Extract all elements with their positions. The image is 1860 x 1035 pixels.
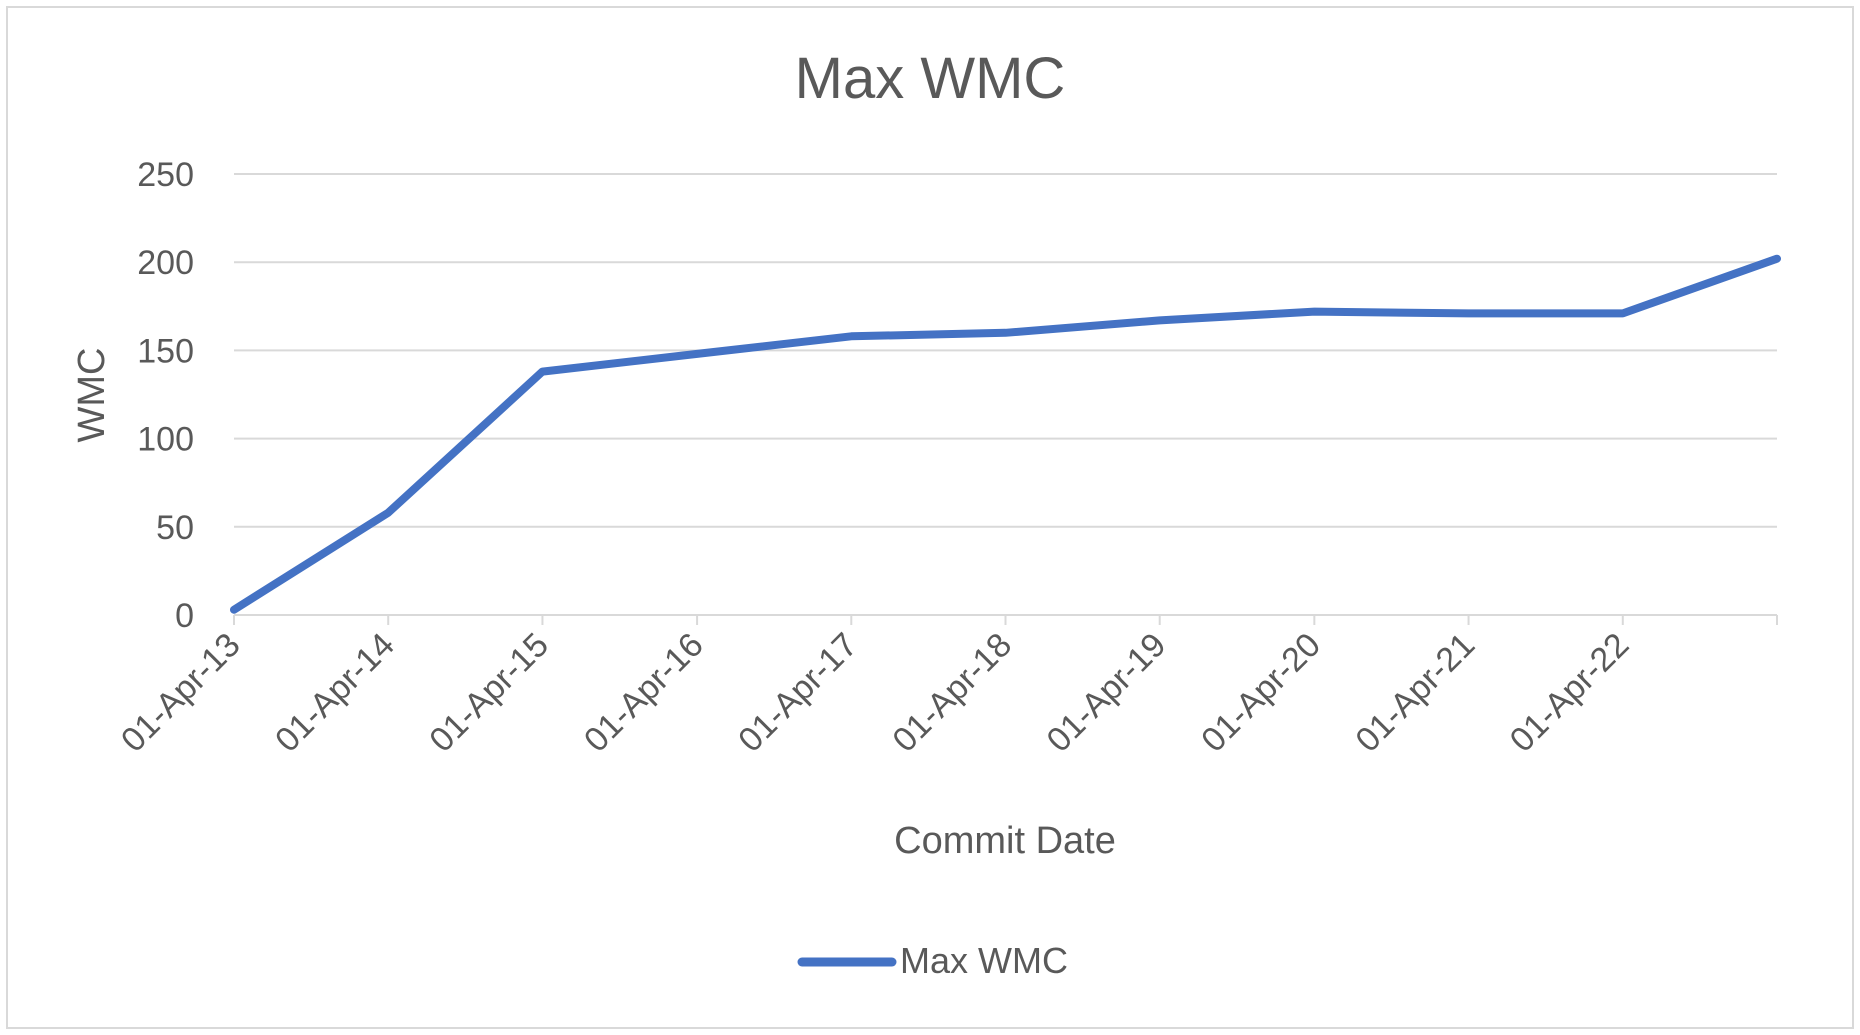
series-line-0 bbox=[230, 254, 1781, 614]
x-tick-label: 01-Apr-14 bbox=[268, 626, 402, 760]
data-point bbox=[1159, 319, 1161, 321]
x-tick-label: 01-Apr-21 bbox=[1348, 626, 1482, 760]
data-point bbox=[1005, 332, 1007, 334]
data-point bbox=[541, 371, 543, 373]
series-layer bbox=[230, 254, 1781, 614]
y-axis-title: WMC bbox=[71, 348, 113, 443]
chart-frame bbox=[6, 6, 1854, 1029]
legend: Max WMC bbox=[797, 940, 1068, 981]
data-point bbox=[696, 353, 698, 355]
data-point bbox=[850, 335, 852, 337]
x-tick-label: 01-Apr-17 bbox=[731, 626, 865, 760]
x-tick-label: 01-Apr-13 bbox=[114, 626, 248, 760]
y-tick-label: 50 bbox=[156, 509, 194, 547]
x-tick-label: 01-Apr-19 bbox=[1040, 626, 1174, 760]
data-point bbox=[1776, 258, 1778, 260]
chart-title: Max WMC bbox=[795, 46, 1066, 111]
y-tick-label: 250 bbox=[137, 156, 194, 194]
y-tick-label: 0 bbox=[175, 597, 194, 635]
y-tick-label: 200 bbox=[137, 244, 194, 282]
x-tick-label: 01-Apr-16 bbox=[577, 626, 711, 760]
data-point bbox=[1468, 312, 1470, 314]
x-tick-label: 01-Apr-15 bbox=[422, 626, 556, 760]
x-axis-title: Commit Date bbox=[894, 820, 1116, 862]
data-point bbox=[387, 512, 389, 514]
data-point bbox=[1622, 312, 1624, 314]
x-axis: 01-Apr-13 01-Apr-14 01-Apr-15 01-Apr-16 01-A… bbox=[114, 614, 1778, 760]
x-tick-label: 01-Apr-22 bbox=[1503, 626, 1637, 760]
data-point bbox=[233, 609, 235, 611]
y-tick-label: 100 bbox=[137, 421, 194, 459]
data-point bbox=[1313, 311, 1315, 313]
x-tick-label: 01-Apr-18 bbox=[885, 626, 1019, 760]
grid-lines bbox=[234, 173, 1777, 528]
y-axis-ticks: 0 50 100 150 200 250 bbox=[137, 156, 194, 635]
x-tick-label: 01-Apr-20 bbox=[1194, 626, 1328, 760]
legend-label-max-wmc: Max WMC bbox=[900, 940, 1068, 981]
y-tick-label: 150 bbox=[137, 332, 194, 370]
